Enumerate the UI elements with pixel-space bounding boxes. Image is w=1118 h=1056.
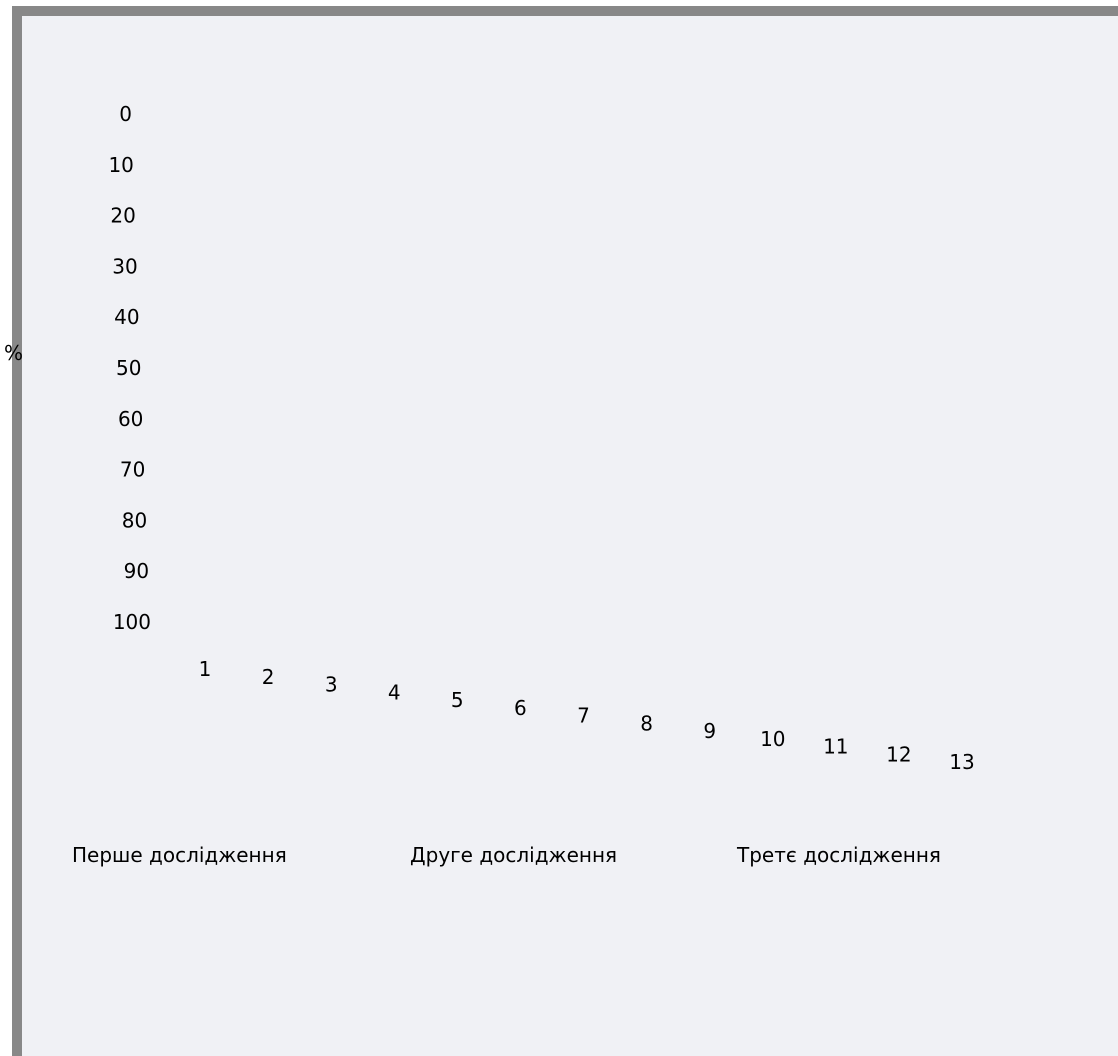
- x-tick-label: 4: [388, 680, 401, 704]
- x-axis-ticks: 1 2 3 4 5 6 7 8 9 10 11 12 13: [199, 657, 975, 774]
- legend-item: Друге дослідження: [410, 843, 617, 867]
- y-tick-label: 90: [124, 559, 149, 583]
- x-tick-label: 13: [949, 750, 974, 774]
- y-axis-ticks: 0 10 20 30 40 50 60 70 80 90 100: [108, 102, 151, 634]
- y-tick-label: 30: [112, 254, 137, 278]
- chart-frame: [12, 6, 1118, 1056]
- x-tick-label: 7: [577, 704, 590, 728]
- x-tick-label: 2: [262, 665, 275, 689]
- y-tick-label: 40: [114, 305, 139, 329]
- x-tick-label: 3: [325, 673, 338, 697]
- x-tick-label: 10: [760, 727, 785, 751]
- x-tick-label: 6: [514, 696, 527, 720]
- x-tick-label: 1: [199, 657, 212, 681]
- y-axis-label: %: [4, 341, 23, 365]
- x-tick-label: 8: [640, 711, 653, 735]
- y-tick-label: 60: [118, 407, 143, 431]
- legend: Перше дослідження Друге дослідження Третє …: [72, 843, 941, 867]
- x-tick-label: 9: [703, 719, 716, 743]
- y-tick-label: 80: [122, 508, 147, 532]
- y-tick-label: 70: [120, 458, 145, 482]
- x-tick-label: 12: [886, 742, 911, 766]
- legend-item: Третє дослідження: [736, 843, 941, 867]
- y-tick-label: 20: [110, 204, 135, 228]
- x-tick-label: 5: [451, 688, 464, 712]
- y-tick-label: 0: [119, 102, 132, 126]
- x-tick-label: 11: [823, 735, 848, 759]
- y-tick-label: 100: [113, 610, 151, 634]
- legend-item: Перше дослідження: [72, 843, 287, 867]
- y-tick-label: 50: [116, 356, 141, 380]
- y-tick-label: 10: [108, 153, 133, 177]
